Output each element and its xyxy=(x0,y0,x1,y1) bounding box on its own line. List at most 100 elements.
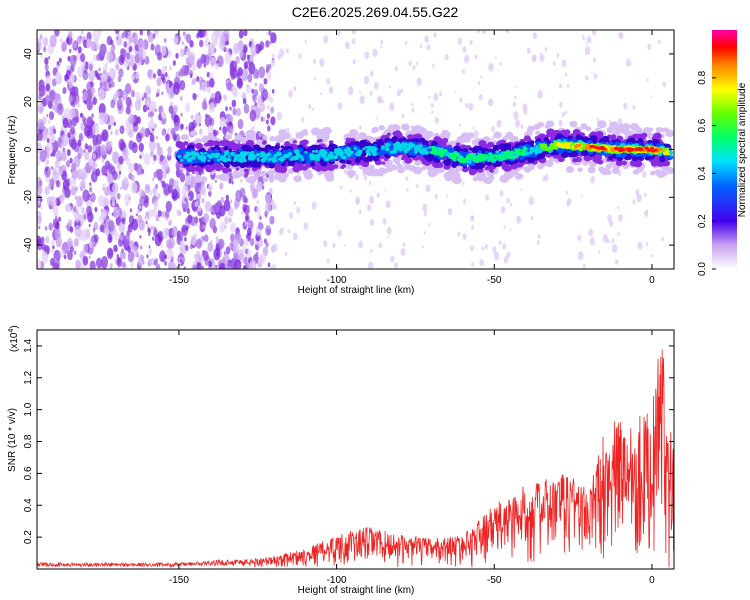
noise-blob xyxy=(119,233,124,241)
noise-blob xyxy=(258,66,266,79)
noise-blob xyxy=(553,61,556,66)
noise-blob xyxy=(558,119,563,127)
chart-title: C2E6.2025.269.04.55.G22 xyxy=(292,4,459,20)
noise-blob xyxy=(148,139,156,152)
noise-blob xyxy=(199,86,202,91)
noise-blob xyxy=(247,222,251,227)
ridge-blob xyxy=(249,156,255,161)
ridge-blob xyxy=(585,126,592,132)
noise-blob xyxy=(190,234,197,246)
noise-blob xyxy=(151,207,158,218)
noise-blob xyxy=(83,125,91,137)
ridge-blob xyxy=(362,147,366,151)
noise-blob xyxy=(232,108,237,116)
noise-blob xyxy=(173,104,178,114)
ridge-blob xyxy=(587,166,596,174)
ridge-blob xyxy=(294,157,298,161)
noise-blob xyxy=(586,43,588,46)
noise-blob xyxy=(515,119,521,128)
noise-blob xyxy=(312,58,317,65)
noise-blob xyxy=(86,205,93,217)
noise-blob xyxy=(582,263,586,269)
noise-blob xyxy=(192,93,197,101)
noise-blob xyxy=(265,119,269,125)
ridge-blob xyxy=(343,148,347,152)
noise-blob xyxy=(182,226,186,233)
noise-blob xyxy=(140,245,143,250)
noise-blob xyxy=(114,30,120,35)
ridge-blob xyxy=(426,146,430,150)
ridge-blob xyxy=(665,129,674,138)
noise-blob xyxy=(181,41,184,45)
noise-blob xyxy=(510,202,513,207)
noise-blob xyxy=(372,48,378,58)
ridge-blob xyxy=(371,128,377,134)
noise-blob xyxy=(252,229,254,233)
noise-blob xyxy=(328,86,334,94)
noise-blob xyxy=(185,226,189,231)
noise-blob xyxy=(234,259,242,269)
noise-blob xyxy=(128,172,133,180)
ridge-blob xyxy=(428,145,432,149)
ridge-core-blob xyxy=(514,148,519,152)
ridge-blob xyxy=(666,167,674,175)
ridge-blob xyxy=(199,151,204,155)
ridge-blob xyxy=(463,136,472,143)
noise-blob xyxy=(258,131,262,138)
noise-blob xyxy=(54,71,62,84)
noise-blob xyxy=(471,225,474,230)
noise-blob xyxy=(265,31,268,36)
noise-blob xyxy=(272,243,278,252)
ridge-core-blob xyxy=(438,150,444,154)
noise-blob xyxy=(160,110,166,120)
noise-blob xyxy=(161,66,166,75)
noise-blob xyxy=(76,101,81,109)
noise-blob xyxy=(164,209,170,219)
noise-blob xyxy=(225,194,230,201)
ridge-blob xyxy=(337,156,343,161)
noise-blob xyxy=(118,155,124,165)
noise-blob xyxy=(219,126,222,131)
noise-blob xyxy=(82,189,90,202)
noise-blob xyxy=(77,139,82,147)
ridge-blob xyxy=(615,160,623,167)
noise-blob xyxy=(99,43,107,56)
ridge-blob xyxy=(341,164,347,168)
noise-blob xyxy=(89,260,96,269)
ridge-blob xyxy=(239,151,245,156)
noise-blob xyxy=(127,223,133,233)
ridge-blob xyxy=(537,163,544,170)
ridge-core-blob xyxy=(487,152,493,156)
noise-blob xyxy=(156,77,162,87)
noise-blob xyxy=(55,174,59,180)
noise-blob xyxy=(152,160,156,165)
ridge-blob xyxy=(636,166,644,173)
noise-blob xyxy=(128,140,135,151)
noise-blob xyxy=(84,67,87,71)
ridge-blob xyxy=(212,150,216,153)
noise-blob xyxy=(118,138,126,151)
noise-blob xyxy=(159,44,167,56)
noise-blob xyxy=(82,256,89,266)
ridge-blob xyxy=(493,131,502,139)
noise-blob xyxy=(577,251,584,261)
ridge-blob xyxy=(358,142,363,146)
noise-blob xyxy=(130,181,138,194)
ridge-blob xyxy=(194,167,199,171)
noise-blob xyxy=(187,190,194,202)
ridge-blob xyxy=(656,143,660,147)
noise-blob xyxy=(115,63,120,71)
noise-blob xyxy=(202,249,206,256)
noise-blob xyxy=(101,158,105,163)
ridge-blob xyxy=(279,156,286,162)
noise-blob xyxy=(170,127,176,136)
noise-blob xyxy=(499,61,502,66)
noise-blob xyxy=(390,255,395,263)
noise-blob xyxy=(265,202,272,214)
noise-blob xyxy=(323,35,329,44)
noise-blob xyxy=(139,235,142,239)
noise-blob xyxy=(224,216,229,225)
noise-blob xyxy=(140,133,144,138)
ridge-blob xyxy=(177,149,183,153)
noise-blob xyxy=(169,84,171,88)
